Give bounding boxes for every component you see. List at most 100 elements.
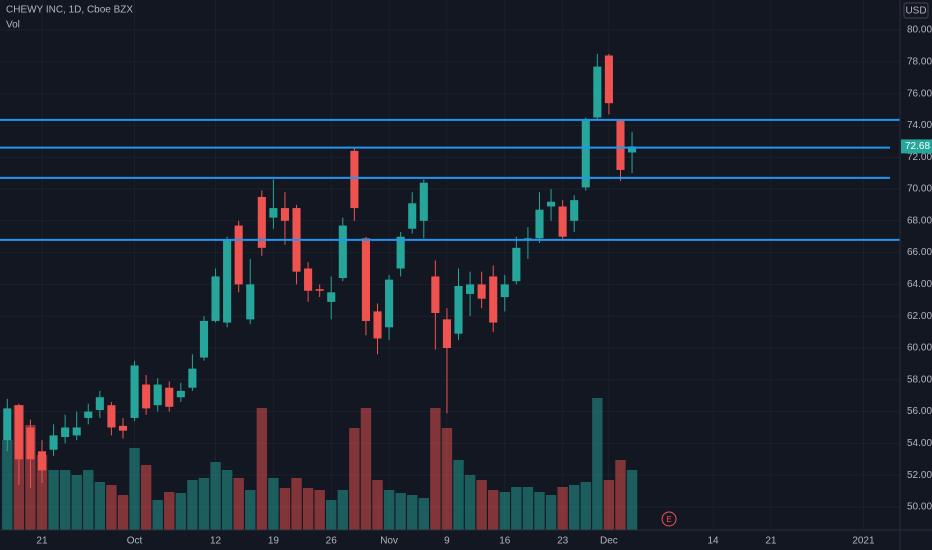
candle-body — [350, 150, 359, 209]
volume-bar — [233, 478, 244, 530]
volume-label: Vol — [6, 20, 20, 31]
x-tick-label: 14 — [707, 536, 719, 547]
volume-bar — [279, 488, 291, 530]
candle-body — [188, 368, 197, 388]
y-tick-label: 74.00 — [907, 120, 932, 131]
volume-bar — [198, 478, 210, 530]
candle-body — [535, 209, 544, 239]
candle-body — [257, 196, 266, 248]
candle-body — [408, 203, 417, 229]
x-tick-label: Dec — [600, 536, 618, 547]
volume-bar — [522, 487, 534, 530]
x-tick-label: 12 — [210, 536, 222, 547]
volume-bar — [476, 480, 487, 530]
candle-body — [176, 390, 185, 398]
volume-bar — [580, 482, 591, 530]
candle-body — [454, 285, 463, 334]
candle-body — [466, 284, 475, 294]
candle-body — [547, 201, 556, 207]
x-tick-label: 26 — [326, 536, 338, 547]
candle-body — [419, 182, 428, 221]
volume-bar — [256, 408, 268, 530]
volume-bar — [337, 490, 349, 530]
volume-bar — [441, 428, 453, 530]
candle-body — [37, 451, 47, 471]
volume-bar — [152, 500, 163, 530]
candle-body — [581, 120, 590, 188]
candle-body — [570, 200, 579, 221]
candle-body — [593, 66, 602, 118]
candle-body — [130, 365, 139, 418]
volume-bar — [395, 493, 406, 530]
volume-bar — [140, 465, 152, 530]
candle-body — [199, 320, 209, 358]
volume-bar — [71, 475, 82, 530]
volume-bar — [407, 495, 418, 530]
candle-body — [211, 276, 220, 321]
y-tick-label: 78.00 — [907, 56, 932, 67]
y-tick-label: 68.00 — [907, 215, 932, 226]
x-tick-label: 9 — [444, 536, 450, 547]
candle-body — [361, 238, 370, 321]
axis: 50.00 52.00 54.00 56.00 58.00 60.00 62.00 64.00… — [36, 25, 932, 547]
candle-body — [431, 276, 440, 314]
volume-bar — [245, 490, 256, 530]
volume-bar — [210, 462, 221, 530]
currency-box — [903, 2, 929, 19]
volume-bar — [117, 495, 129, 530]
candle-body — [72, 427, 81, 436]
candle-body — [396, 236, 405, 269]
candle-body — [84, 411, 93, 418]
volume-bar — [59, 470, 71, 530]
x-tick-label: Nov — [380, 536, 398, 547]
candle-body — [107, 405, 116, 428]
volume-bar — [291, 478, 302, 530]
volume-bar — [106, 485, 117, 530]
volume-bar — [626, 470, 638, 530]
candle-body — [500, 284, 509, 298]
volume-bar — [383, 490, 395, 530]
y-tick-label: 76.00 — [907, 88, 932, 99]
volume-bar — [511, 487, 522, 530]
volume-bar — [592, 398, 603, 530]
volume-bar — [453, 460, 464, 530]
candle-body — [512, 247, 521, 282]
candle-body — [280, 208, 290, 221]
y-tick-label: 70.00 — [907, 184, 932, 195]
currency: USD — [905, 6, 926, 17]
y-tick-label: 50.00 — [907, 502, 932, 513]
candles — [3, 53, 637, 488]
candle-body — [223, 239, 232, 323]
y-tick-label: 52.00 — [907, 470, 932, 481]
x-tick-label: Oct — [127, 536, 143, 547]
candle-body — [118, 425, 128, 431]
candle-body — [442, 319, 451, 348]
volume-bar — [464, 475, 476, 530]
last-price-box — [901, 139, 932, 154]
candle-body — [304, 268, 313, 291]
volume-bar — [488, 490, 499, 530]
volume-bar — [418, 498, 430, 530]
volume-bar — [372, 480, 383, 530]
volume-bar — [326, 500, 337, 530]
candle-body — [153, 384, 162, 406]
y-tick-label: 58.00 — [907, 374, 932, 385]
volume-bar — [349, 428, 360, 530]
candle-body — [269, 208, 278, 218]
candle-body — [558, 206, 567, 237]
volume-bar — [94, 482, 106, 530]
last-price-label: 72.68 — [905, 141, 930, 152]
volume-bar — [2, 440, 13, 530]
x-tick-label: 2021 — [852, 536, 875, 547]
y-tick-label: 60.00 — [907, 343, 932, 354]
candle-body — [604, 55, 613, 104]
candle-body — [3, 408, 12, 441]
chart-title: CHEWY INC, 1D, Cboe BZX — [6, 5, 133, 16]
volume-bar — [175, 493, 187, 530]
candle-body — [373, 311, 382, 339]
candle-body — [49, 435, 58, 450]
x-tick-label: 19 — [268, 536, 280, 547]
volume-bar — [360, 408, 372, 530]
candle-body — [26, 427, 35, 460]
